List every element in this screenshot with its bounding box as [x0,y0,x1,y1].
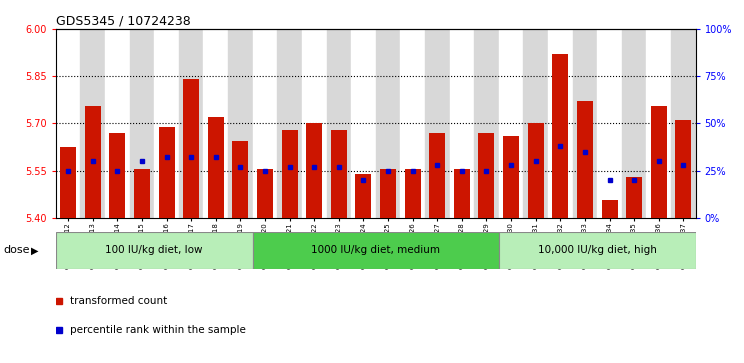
Text: ▶: ▶ [31,245,39,256]
Text: 100 IU/kg diet, low: 100 IU/kg diet, low [106,245,203,256]
Bar [253,232,498,269]
Bar [651,106,667,218]
Bar [503,136,519,218]
Bar [449,29,474,218]
Text: 1000 IU/kg diet, medium: 1000 IU/kg diet, medium [311,245,440,256]
Bar [257,169,273,218]
Bar [405,169,420,218]
Text: dose: dose [4,245,31,256]
Bar [154,29,179,218]
Text: percentile rank within the sample: percentile rank within the sample [70,325,246,335]
Bar [158,127,175,218]
Bar [523,29,548,218]
Bar [105,29,129,218]
Bar [228,29,253,218]
Bar [376,29,400,218]
Bar [232,141,248,218]
Bar [676,120,691,218]
Bar [307,123,322,218]
Bar [597,29,622,218]
Bar [85,106,100,218]
Bar [60,147,76,218]
Bar [183,79,199,218]
Bar [478,133,495,218]
Bar [253,29,278,218]
Bar [134,169,150,218]
Bar [498,232,696,269]
Bar [498,29,523,218]
Bar [577,101,593,218]
Bar [331,130,347,218]
Bar [429,133,445,218]
Bar [647,29,671,218]
Bar [573,29,597,218]
Bar [548,29,573,218]
Bar [327,29,351,218]
Bar [527,123,544,218]
Bar [56,232,253,269]
Bar [56,29,80,218]
Bar [622,29,647,218]
Bar [208,117,224,218]
Bar [552,54,568,218]
Bar [454,169,470,218]
Text: GDS5345 / 10724238: GDS5345 / 10724238 [56,15,190,28]
Bar [179,29,203,218]
Bar [400,29,425,218]
Bar [356,174,371,218]
Bar [203,29,228,218]
Bar [278,29,302,218]
Bar [626,177,642,218]
Bar [425,29,449,218]
Text: transformed count: transformed count [70,297,167,306]
Bar [474,29,498,218]
Bar [109,133,125,218]
Bar [302,29,327,218]
Bar [671,29,696,218]
Bar [601,200,618,218]
Bar [351,29,376,218]
Bar [281,130,298,218]
Text: 10,000 IU/kg diet, high: 10,000 IU/kg diet, high [538,245,657,256]
Bar [380,169,396,218]
Bar [80,29,105,218]
Bar [129,29,154,218]
